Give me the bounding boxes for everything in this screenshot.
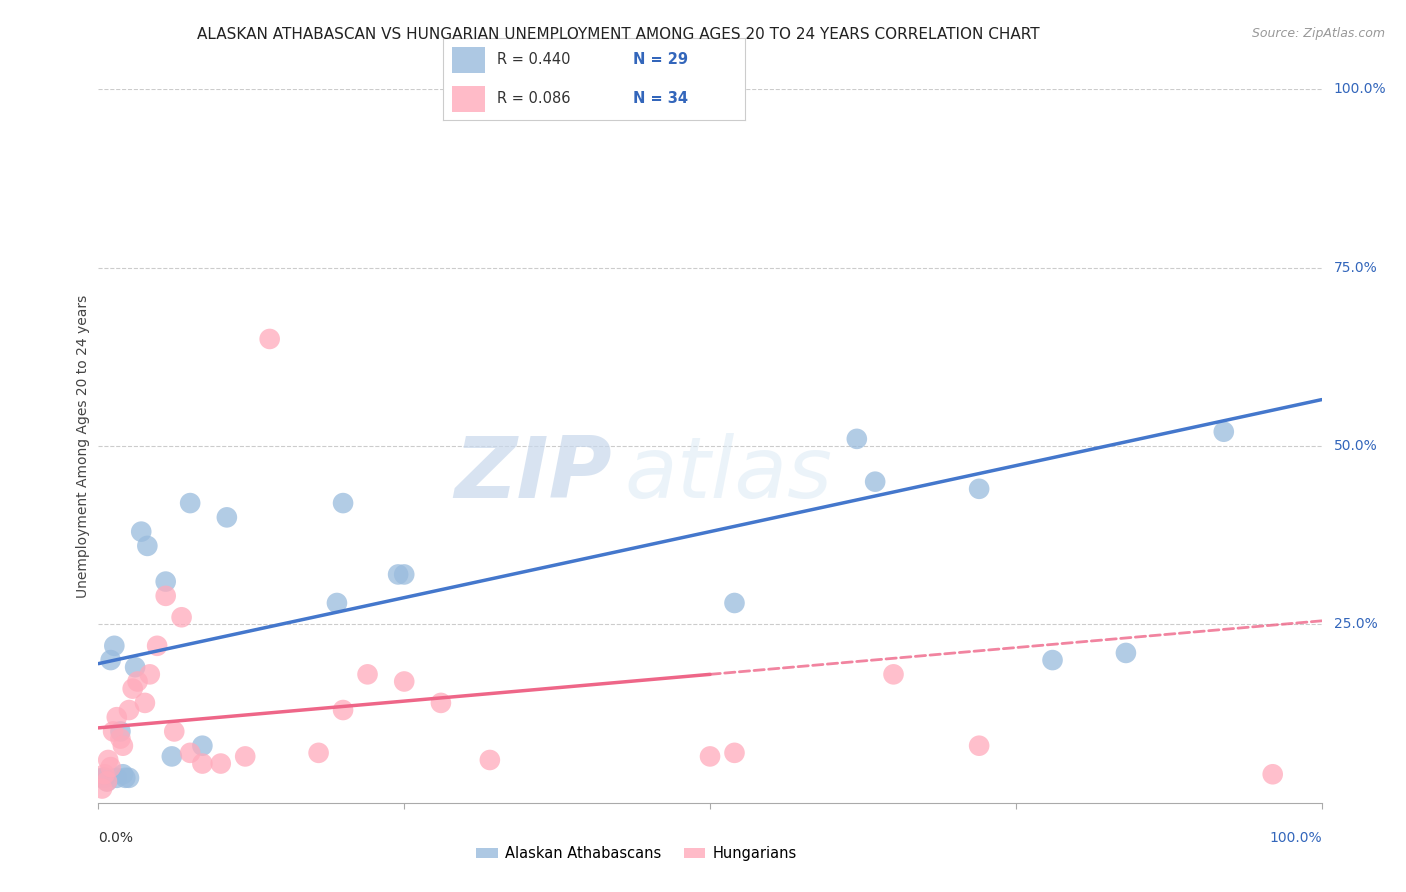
Point bbox=[326, 596, 349, 610]
Text: 75.0%: 75.0% bbox=[1334, 260, 1378, 275]
Bar bbox=[451, 46, 485, 73]
Point bbox=[93, 767, 115, 781]
Text: R = 0.086: R = 0.086 bbox=[498, 91, 571, 106]
Point bbox=[209, 756, 232, 771]
Text: 25.0%: 25.0% bbox=[1334, 617, 1378, 632]
Point bbox=[332, 703, 354, 717]
Point bbox=[845, 432, 868, 446]
Point bbox=[1042, 653, 1064, 667]
Text: 100.0%: 100.0% bbox=[1334, 82, 1386, 96]
Point bbox=[1261, 767, 1284, 781]
Point bbox=[118, 771, 141, 785]
Point bbox=[96, 774, 118, 789]
Legend: Alaskan Athabascans, Hungarians: Alaskan Athabascans, Hungarians bbox=[471, 840, 803, 867]
Point bbox=[387, 567, 409, 582]
Point bbox=[100, 653, 122, 667]
Point bbox=[478, 753, 501, 767]
Point bbox=[191, 739, 214, 753]
Point bbox=[430, 696, 453, 710]
Point bbox=[723, 596, 745, 610]
Point bbox=[155, 589, 177, 603]
Point bbox=[100, 760, 122, 774]
Point bbox=[93, 771, 115, 785]
Point bbox=[111, 739, 134, 753]
Point bbox=[1212, 425, 1234, 439]
Point bbox=[146, 639, 169, 653]
Point bbox=[392, 674, 416, 689]
Point bbox=[392, 567, 416, 582]
Point bbox=[723, 746, 745, 760]
Point bbox=[110, 724, 132, 739]
Point bbox=[883, 667, 905, 681]
Point bbox=[105, 710, 128, 724]
Text: 50.0%: 50.0% bbox=[1334, 439, 1378, 453]
Point bbox=[91, 781, 114, 796]
Point bbox=[179, 496, 201, 510]
Text: 100.0%: 100.0% bbox=[1270, 831, 1322, 846]
Point bbox=[101, 724, 124, 739]
Point bbox=[97, 753, 120, 767]
Point bbox=[118, 703, 141, 717]
Point bbox=[308, 746, 330, 760]
Point bbox=[699, 749, 721, 764]
Point bbox=[105, 771, 128, 785]
Point bbox=[110, 731, 132, 746]
Text: N = 29: N = 29 bbox=[633, 53, 689, 67]
Point bbox=[134, 696, 156, 710]
Point bbox=[863, 475, 886, 489]
Point bbox=[155, 574, 177, 589]
Point bbox=[967, 482, 990, 496]
Point bbox=[160, 749, 183, 764]
Text: atlas: atlas bbox=[624, 433, 832, 516]
Point bbox=[332, 496, 354, 510]
Point bbox=[136, 539, 159, 553]
Point bbox=[259, 332, 281, 346]
Point bbox=[114, 771, 136, 785]
Point bbox=[139, 667, 162, 681]
Point bbox=[121, 681, 143, 696]
Text: ZIP: ZIP bbox=[454, 433, 612, 516]
Text: ALASKAN ATHABASCAN VS HUNGARIAN UNEMPLOYMENT AMONG AGES 20 TO 24 YEARS CORRELATI: ALASKAN ATHABASCAN VS HUNGARIAN UNEMPLOY… bbox=[197, 27, 1040, 42]
Point bbox=[967, 739, 990, 753]
Text: 0.0%: 0.0% bbox=[98, 831, 134, 846]
Point bbox=[129, 524, 152, 539]
Point bbox=[170, 610, 193, 624]
Point bbox=[191, 756, 214, 771]
Point bbox=[111, 767, 134, 781]
Point bbox=[233, 749, 256, 764]
Point bbox=[356, 667, 378, 681]
Y-axis label: Unemployment Among Ages 20 to 24 years: Unemployment Among Ages 20 to 24 years bbox=[76, 294, 90, 598]
Text: Source: ZipAtlas.com: Source: ZipAtlas.com bbox=[1251, 27, 1385, 40]
Point bbox=[215, 510, 238, 524]
Point bbox=[163, 724, 186, 739]
Point bbox=[179, 746, 201, 760]
Point bbox=[124, 660, 146, 674]
Text: N = 34: N = 34 bbox=[633, 91, 689, 106]
Text: R = 0.440: R = 0.440 bbox=[498, 53, 571, 67]
Point bbox=[91, 771, 114, 785]
Point bbox=[103, 639, 125, 653]
Point bbox=[127, 674, 149, 689]
Point bbox=[1115, 646, 1137, 660]
Bar bbox=[451, 86, 485, 112]
Point bbox=[96, 774, 118, 789]
